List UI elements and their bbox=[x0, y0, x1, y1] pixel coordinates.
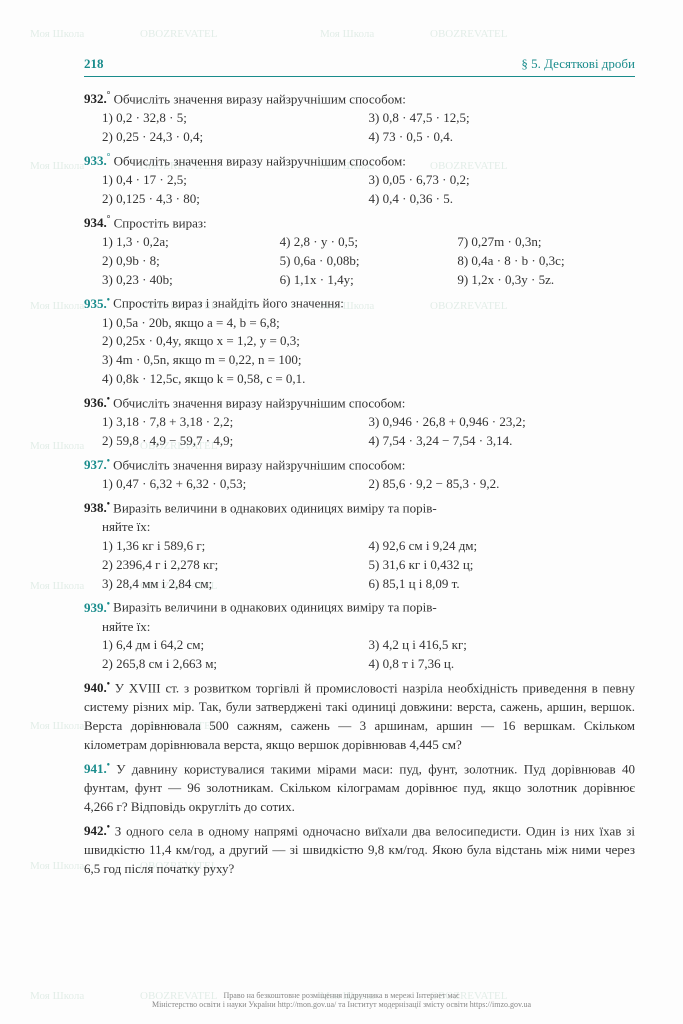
footer-line: Міністерство освіти і науки України http… bbox=[0, 1000, 683, 1010]
problem-number: 940.• bbox=[84, 680, 110, 695]
page-header: 218 § 5. Десяткові дроби bbox=[84, 56, 635, 72]
sub-item: 4) 73 · 0,5 · 0,4. bbox=[369, 128, 636, 147]
sub-item: 1) 1,3 · 0,2a; bbox=[102, 233, 280, 252]
problem-939: 939.• Виразіть величини в однакових один… bbox=[84, 597, 635, 674]
sub-item: 2) 85,6 · 9,2 − 85,3 · 9,2. bbox=[369, 475, 636, 494]
sub-item: 6) 1,1x · 1,4y; bbox=[280, 271, 458, 290]
sub-item: 1) 0,5a · 20b, якщо a = 4, b = 6,8; bbox=[84, 314, 635, 333]
sub-item: 4) 0,4 · 0,36 · 5. bbox=[369, 190, 636, 209]
sub-item: 3) 4,2 ц і 416,5 кг; bbox=[369, 636, 636, 655]
sub-item: 6) 85,1 ц і 8,09 т. bbox=[369, 575, 636, 594]
sub-item: 1) 6,4 дм і 64,2 см; bbox=[102, 636, 369, 655]
problem-936: 936.• Обчисліть значення виразу найзручн… bbox=[84, 393, 635, 451]
problem-940: 940.• У XVIII ст. з розвитком торгівлі й… bbox=[84, 678, 635, 755]
sub-item: 4) 0,8 т і 7,36 ц. bbox=[369, 655, 636, 674]
page-footer: Право на безкоштовне розміщення підручни… bbox=[0, 991, 683, 1010]
sub-item: 4) 0,8k · 12,5c, якщо k = 0,58, c = 0,1. bbox=[84, 370, 635, 389]
problem-text: У XVIII ст. з розвитком торгівлі й проми… bbox=[84, 680, 635, 752]
sub-item: 5) 0,6a · 0,08b; bbox=[280, 252, 458, 271]
page-content: 218 § 5. Десяткові дроби 932.° Обчисліть… bbox=[0, 0, 683, 903]
problem-number: 938.• bbox=[84, 500, 110, 515]
sub-item: 2) 0,25x · 0,4y, якщо x = 1,2, y = 0,3; bbox=[84, 332, 635, 351]
problem-941: 941.• У давнину користувалися такими мір… bbox=[84, 759, 635, 817]
problem-number: 933.° bbox=[84, 153, 110, 168]
section-title: § 5. Десяткові дроби bbox=[521, 56, 635, 72]
problem-text: У давнину користувалися такими мірами ма… bbox=[84, 761, 635, 814]
sub-item: 1) 0,2 · 32,8 · 5; bbox=[102, 109, 369, 128]
sub-item: 1) 1,36 кг і 589,6 г; bbox=[102, 537, 369, 556]
problem-935: 935.• Спростіть вираз і знайдіть його зн… bbox=[84, 293, 635, 389]
problem-number: 936.• bbox=[84, 395, 110, 410]
sub-item: 3) 4m · 0,5n, якщо m = 0,22, n = 100; bbox=[84, 351, 635, 370]
sub-item: 5) 31,6 кг і 0,432 ц; bbox=[369, 556, 636, 575]
problem-number: 934.° bbox=[84, 215, 110, 230]
problem-932: 932.° Обчисліть значення виразу найзручн… bbox=[84, 89, 635, 147]
problem-937: 937.• Обчисліть значення виразу найзручн… bbox=[84, 455, 635, 494]
problem-intro: Обчисліть значення виразу найзручнішим с… bbox=[113, 395, 405, 410]
problem-intro-cont: няйте їх: bbox=[84, 518, 635, 537]
sub-item: 3) 0,946 · 26,8 + 0,946 · 23,2; bbox=[369, 413, 636, 432]
sub-item: 4) 7,54 · 3,24 − 7,54 · 3,14. bbox=[369, 432, 636, 451]
problem-938: 938.• Виразіть величини в однакових один… bbox=[84, 498, 635, 594]
sub-item: 3) 0,23 · 40b; bbox=[102, 271, 280, 290]
sub-item: 4) 92,6 см і 9,24 дм; bbox=[369, 537, 636, 556]
sub-item: 2) 2396,4 г і 2,278 кг; bbox=[102, 556, 369, 575]
sub-item: 1) 3,18 · 7,8 + 3,18 · 2,2; bbox=[102, 413, 369, 432]
problem-number: 932.° bbox=[84, 91, 110, 106]
sub-item: 3) 28,4 мм і 2,84 см; bbox=[102, 575, 369, 594]
problem-intro: Обчисліть значення виразу найзручнішим с… bbox=[113, 457, 405, 472]
problem-intro: Спростіть вираз і знайдіть його значення… bbox=[113, 296, 344, 311]
problem-933: 933.° Обчисліть значення виразу найзручн… bbox=[84, 151, 635, 209]
problem-intro: Обчисліть значення виразу найзручнішим с… bbox=[114, 91, 406, 106]
problem-intro-cont: няйте їх: bbox=[84, 618, 635, 637]
sub-item: 3) 0,8 · 47,5 · 12,5; bbox=[369, 109, 636, 128]
problem-intro: Виразіть величини в однакових одиницях в… bbox=[113, 600, 437, 615]
sub-item: 2) 265,8 см і 2,663 м; bbox=[102, 655, 369, 674]
problem-number: 942.• bbox=[84, 823, 110, 838]
sub-item: 2) 0,9b · 8; bbox=[102, 252, 280, 271]
problem-intro: Обчисліть значення виразу найзручнішим с… bbox=[114, 153, 406, 168]
problem-intro: Спростіть вираз: bbox=[114, 215, 207, 230]
sub-item: 2) 0,125 · 4,3 · 80; bbox=[102, 190, 369, 209]
sub-item: 2) 59,8 · 4,9 − 59,7 · 4,9; bbox=[102, 432, 369, 451]
problem-text: З одного села в одному напрямі одночасно… bbox=[84, 823, 635, 876]
sub-item: 1) 0,47 · 6,32 + 6,32 · 0,53; bbox=[102, 475, 369, 494]
sub-item: 7) 0,27m · 0,3n; bbox=[457, 233, 635, 252]
problem-number: 939.• bbox=[84, 600, 110, 615]
footer-line: Право на безкоштовне розміщення підручни… bbox=[0, 991, 683, 1001]
problem-number: 935.• bbox=[84, 296, 110, 311]
problem-intro: Виразіть величини в однакових одиницях в… bbox=[113, 500, 437, 515]
problem-942: 942.• З одного села в одному напрямі одн… bbox=[84, 821, 635, 879]
problem-number: 941.• bbox=[84, 761, 110, 776]
sub-item: 4) 2,8 · y · 0,5; bbox=[280, 233, 458, 252]
problem-934: 934.° Спростіть вираз: 1) 1,3 · 0,2a;4) … bbox=[84, 213, 635, 290]
sub-item: 8) 0,4a · 8 · b · 0,3c; bbox=[457, 252, 635, 271]
header-rule bbox=[84, 76, 635, 77]
sub-item: 3) 0,05 · 6,73 · 0,2; bbox=[369, 171, 636, 190]
problem-number: 937.• bbox=[84, 457, 110, 472]
sub-item: 9) 1,2x · 0,3y · 5z. bbox=[457, 271, 635, 290]
sub-item: 2) 0,25 · 24,3 · 0,4; bbox=[102, 128, 369, 147]
sub-item: 1) 0,4 · 17 · 2,5; bbox=[102, 171, 369, 190]
page-number: 218 bbox=[84, 56, 104, 72]
